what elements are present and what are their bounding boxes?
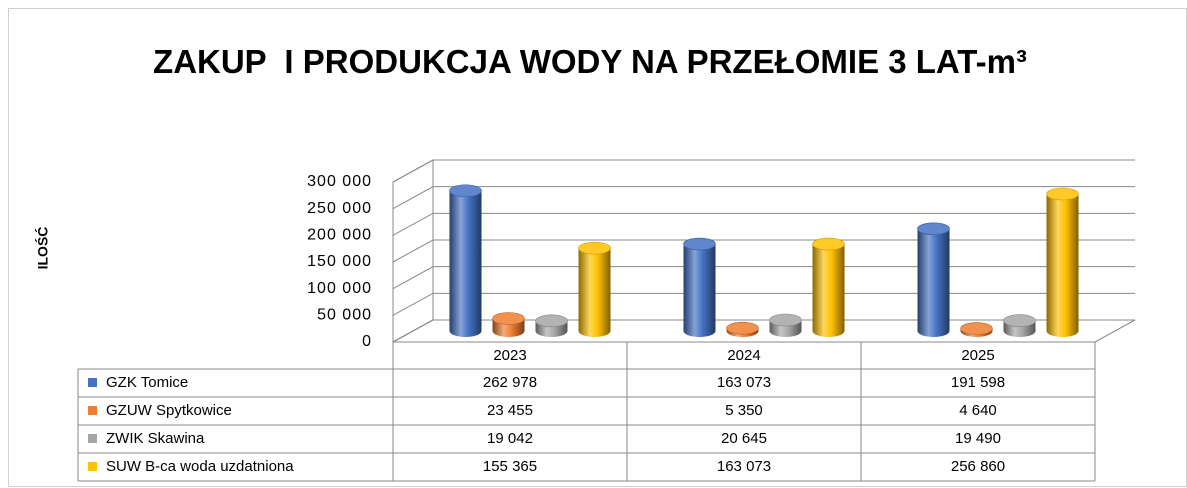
data-label: 163 073: [717, 374, 771, 391]
bar-top: [917, 222, 950, 236]
grid-line: [392, 319, 1135, 343]
bar: [449, 184, 482, 337]
bar-top: [535, 314, 568, 328]
data-label: 20 645: [721, 430, 767, 447]
grid-line: [392, 159, 1135, 183]
bar-body: [917, 228, 950, 331]
grid-line: [392, 292, 1135, 316]
data-label: 19 490: [955, 430, 1001, 447]
legend-label: SUW B-ca woda uzdatniona: [106, 458, 294, 475]
chart-title: ZAKUP I PRODUKCJA WODY NA PRZEŁOMIE 3 LA…: [153, 43, 1027, 80]
bar: [535, 314, 568, 337]
bar: [726, 321, 759, 337]
bar-top: [726, 321, 759, 335]
bar: [578, 241, 611, 337]
bar-body: [449, 190, 482, 331]
bar-top: [683, 237, 716, 251]
bar-body: [578, 248, 611, 331]
x-tick-label: 2025: [961, 347, 994, 364]
data-label: 256 860: [951, 458, 1005, 475]
bar-top: [578, 241, 611, 255]
legend-swatch: [88, 406, 97, 415]
data-label: 191 598: [951, 374, 1005, 391]
bar-top: [1046, 187, 1079, 201]
bar-body: [1046, 194, 1079, 331]
x-tick-label: 2023: [493, 347, 526, 364]
x-tick-label: 2024: [727, 347, 760, 364]
legend-swatch: [88, 462, 97, 471]
bar-top: [812, 237, 845, 251]
data-label: 155 365: [483, 458, 537, 475]
bar-body: [683, 244, 716, 331]
data-label: 262 978: [483, 374, 537, 391]
data-label: 5 350: [725, 402, 763, 419]
bar-top: [1003, 314, 1036, 327]
y-tick-label: 300 000: [307, 173, 372, 190]
grid-line: [392, 186, 1135, 210]
bar: [492, 312, 525, 337]
bar: [683, 237, 716, 337]
data-label: 163 073: [717, 458, 771, 475]
bar: [917, 222, 950, 337]
y-tick-label: 100 000: [307, 280, 372, 297]
legend-label: GZK Tomice: [106, 374, 188, 391]
bar: [812, 237, 845, 337]
bar: [1046, 187, 1079, 337]
bar-top: [769, 313, 802, 327]
data-label: 19 042: [487, 430, 533, 447]
y-axis-title: ILOŚĆ: [34, 227, 51, 270]
grid-line: [392, 212, 1135, 236]
bar: [1003, 314, 1036, 337]
y-tick-label: 50 000: [317, 307, 372, 324]
bar-top: [960, 322, 993, 335]
bar-top: [449, 184, 482, 198]
legend-label: ZWIK Skawina: [106, 430, 205, 447]
y-tick-label: 250 000: [307, 200, 372, 217]
y-tick-label: 150 000: [307, 253, 372, 270]
data-label: 23 455: [487, 402, 533, 419]
bar-body: [812, 244, 845, 331]
bar: [769, 313, 802, 337]
grid-line: [392, 266, 1135, 290]
bar: [960, 322, 993, 337]
y-tick-label: 200 000: [307, 227, 372, 244]
y-tick-label: 0: [362, 333, 372, 350]
data-label: 4 640: [959, 402, 997, 419]
legend-swatch: [88, 378, 97, 387]
grid-line: [392, 239, 1135, 263]
bar-top: [492, 312, 525, 325]
legend-swatch: [88, 434, 97, 443]
legend-label: GZUW Spytkowice: [106, 402, 232, 419]
